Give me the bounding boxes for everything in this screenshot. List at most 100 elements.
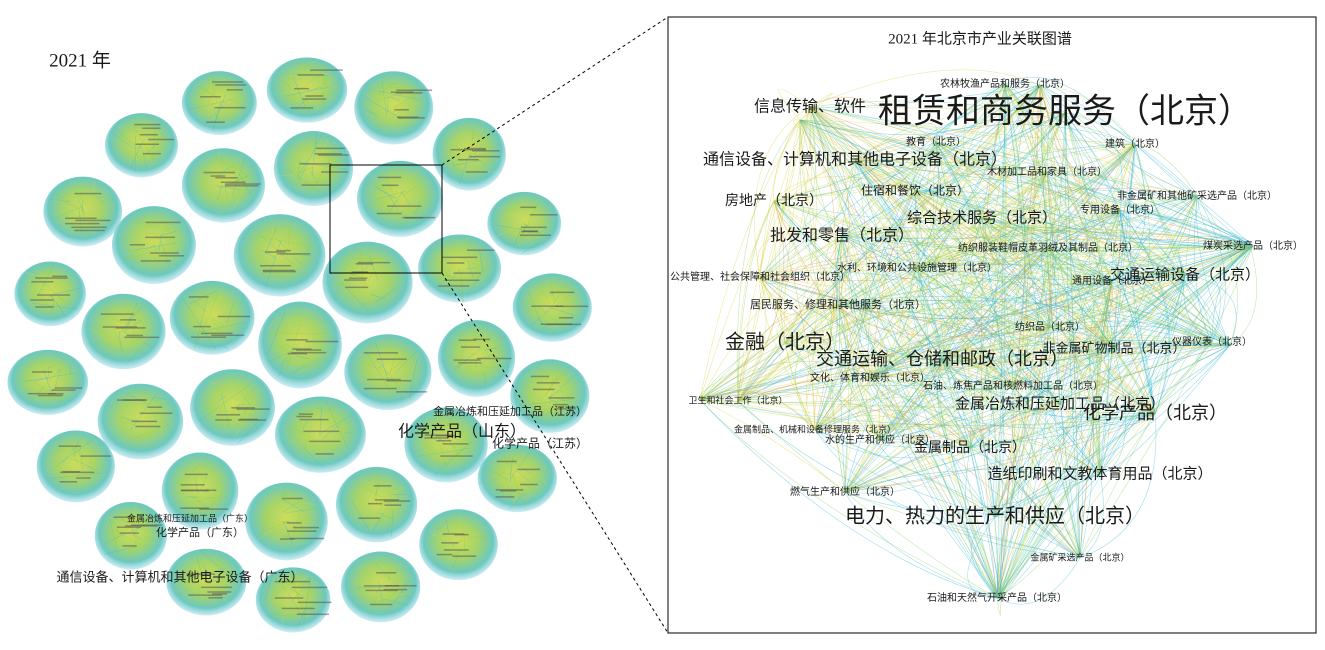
edge [841, 235, 1001, 601]
edge [1049, 143, 1136, 328]
cluster-edge [547, 394, 553, 398]
node-label-mini [231, 407, 255, 409]
cluster-edge [107, 315, 131, 327]
edge [941, 359, 1061, 413]
edge [854, 137, 937, 161]
edge [844, 274, 1186, 493]
cluster-edge [521, 242, 540, 254]
edge [844, 267, 918, 493]
edge [965, 447, 1001, 601]
edge [996, 597, 1001, 616]
node-label-mini [442, 443, 469, 445]
node-label-mini [180, 489, 209, 492]
edge [841, 143, 1136, 237]
edge [935, 141, 1003, 518]
edge [814, 280, 1113, 431]
edge [996, 84, 1041, 599]
cluster-edge [363, 108, 379, 117]
edge [869, 245, 1254, 379]
edge [837, 247, 1049, 313]
edge [809, 96, 937, 143]
edge [809, 106, 1156, 415]
node-label: 交通运输、仓储和邮政（北京） [816, 349, 1068, 370]
node-label: 农林牧渔产品和服务（北京） [940, 77, 1070, 90]
edge [809, 106, 1051, 328]
edge [809, 106, 1001, 601]
node-label-mini [370, 603, 393, 606]
cluster [181, 148, 266, 223]
cluster-edge [215, 156, 249, 177]
cluster-edge [425, 435, 451, 466]
edge [773, 200, 871, 379]
edge [980, 217, 1051, 328]
cluster-edge [287, 219, 291, 256]
edge [987, 247, 1049, 518]
edge [699, 247, 1049, 401]
edge [841, 235, 1186, 281]
node-label-mini [397, 117, 425, 119]
cluster-edge [145, 244, 156, 251]
cluster-edge [47, 366, 50, 381]
node-label-mini [495, 489, 524, 491]
edge [879, 244, 1251, 441]
cluster-edge [286, 168, 320, 192]
node-label-mini [315, 147, 346, 150]
node-label-mini [205, 121, 225, 123]
edge [799, 119, 1081, 559]
edge [814, 171, 1048, 431]
node-label-mini [520, 226, 547, 229]
node-label-mini [532, 388, 555, 391]
cluster-edge [548, 282, 572, 298]
node-label-mini [277, 253, 311, 255]
edge [981, 217, 1052, 256]
cluster-edge [310, 170, 318, 184]
cluster-edge [456, 338, 467, 376]
edge [879, 385, 1014, 441]
edge [869, 171, 1048, 379]
edge [809, 106, 918, 269]
cluster-edge [371, 559, 411, 600]
node-label-mini [215, 419, 232, 421]
edge [969, 244, 1251, 449]
edge [836, 235, 881, 441]
node-label-mini [147, 406, 162, 408]
edge [844, 385, 1014, 493]
node-label-mini [558, 317, 574, 319]
edge [699, 399, 1156, 426]
node-label-mini [377, 176, 402, 179]
edge [1119, 209, 1231, 346]
cluster-edge [209, 382, 219, 385]
cluster-edge [69, 364, 71, 374]
cluster-edge [467, 535, 490, 539]
edge [996, 244, 1251, 599]
edge [941, 143, 1136, 361]
edge [994, 280, 1113, 518]
node-label-mini [236, 408, 270, 410]
edge [879, 245, 1254, 441]
node-label-mini [292, 348, 312, 350]
edge [841, 235, 871, 379]
node-label: 仪器仪表（北京） [1172, 335, 1252, 348]
edge [699, 245, 1254, 401]
node-label-mini [225, 185, 259, 187]
cluster-edge [151, 397, 167, 400]
node-label-mini [376, 358, 407, 360]
edge [799, 119, 1254, 247]
cluster-edge [113, 133, 136, 150]
cluster-edge [203, 579, 208, 582]
cluster-edge [199, 549, 233, 579]
cluster-edge [391, 508, 394, 537]
edge [994, 245, 1254, 518]
node-label-mini [387, 205, 422, 207]
edge [737, 171, 1048, 402]
edge [869, 195, 1198, 379]
edge [699, 209, 1121, 401]
node-label-mini [134, 123, 161, 126]
edge [1064, 112, 1186, 276]
edge [737, 200, 775, 402]
edge [996, 274, 1186, 599]
edge [837, 304, 971, 449]
node-label-mini [435, 434, 456, 437]
edge [844, 491, 1081, 559]
edge [737, 235, 843, 402]
